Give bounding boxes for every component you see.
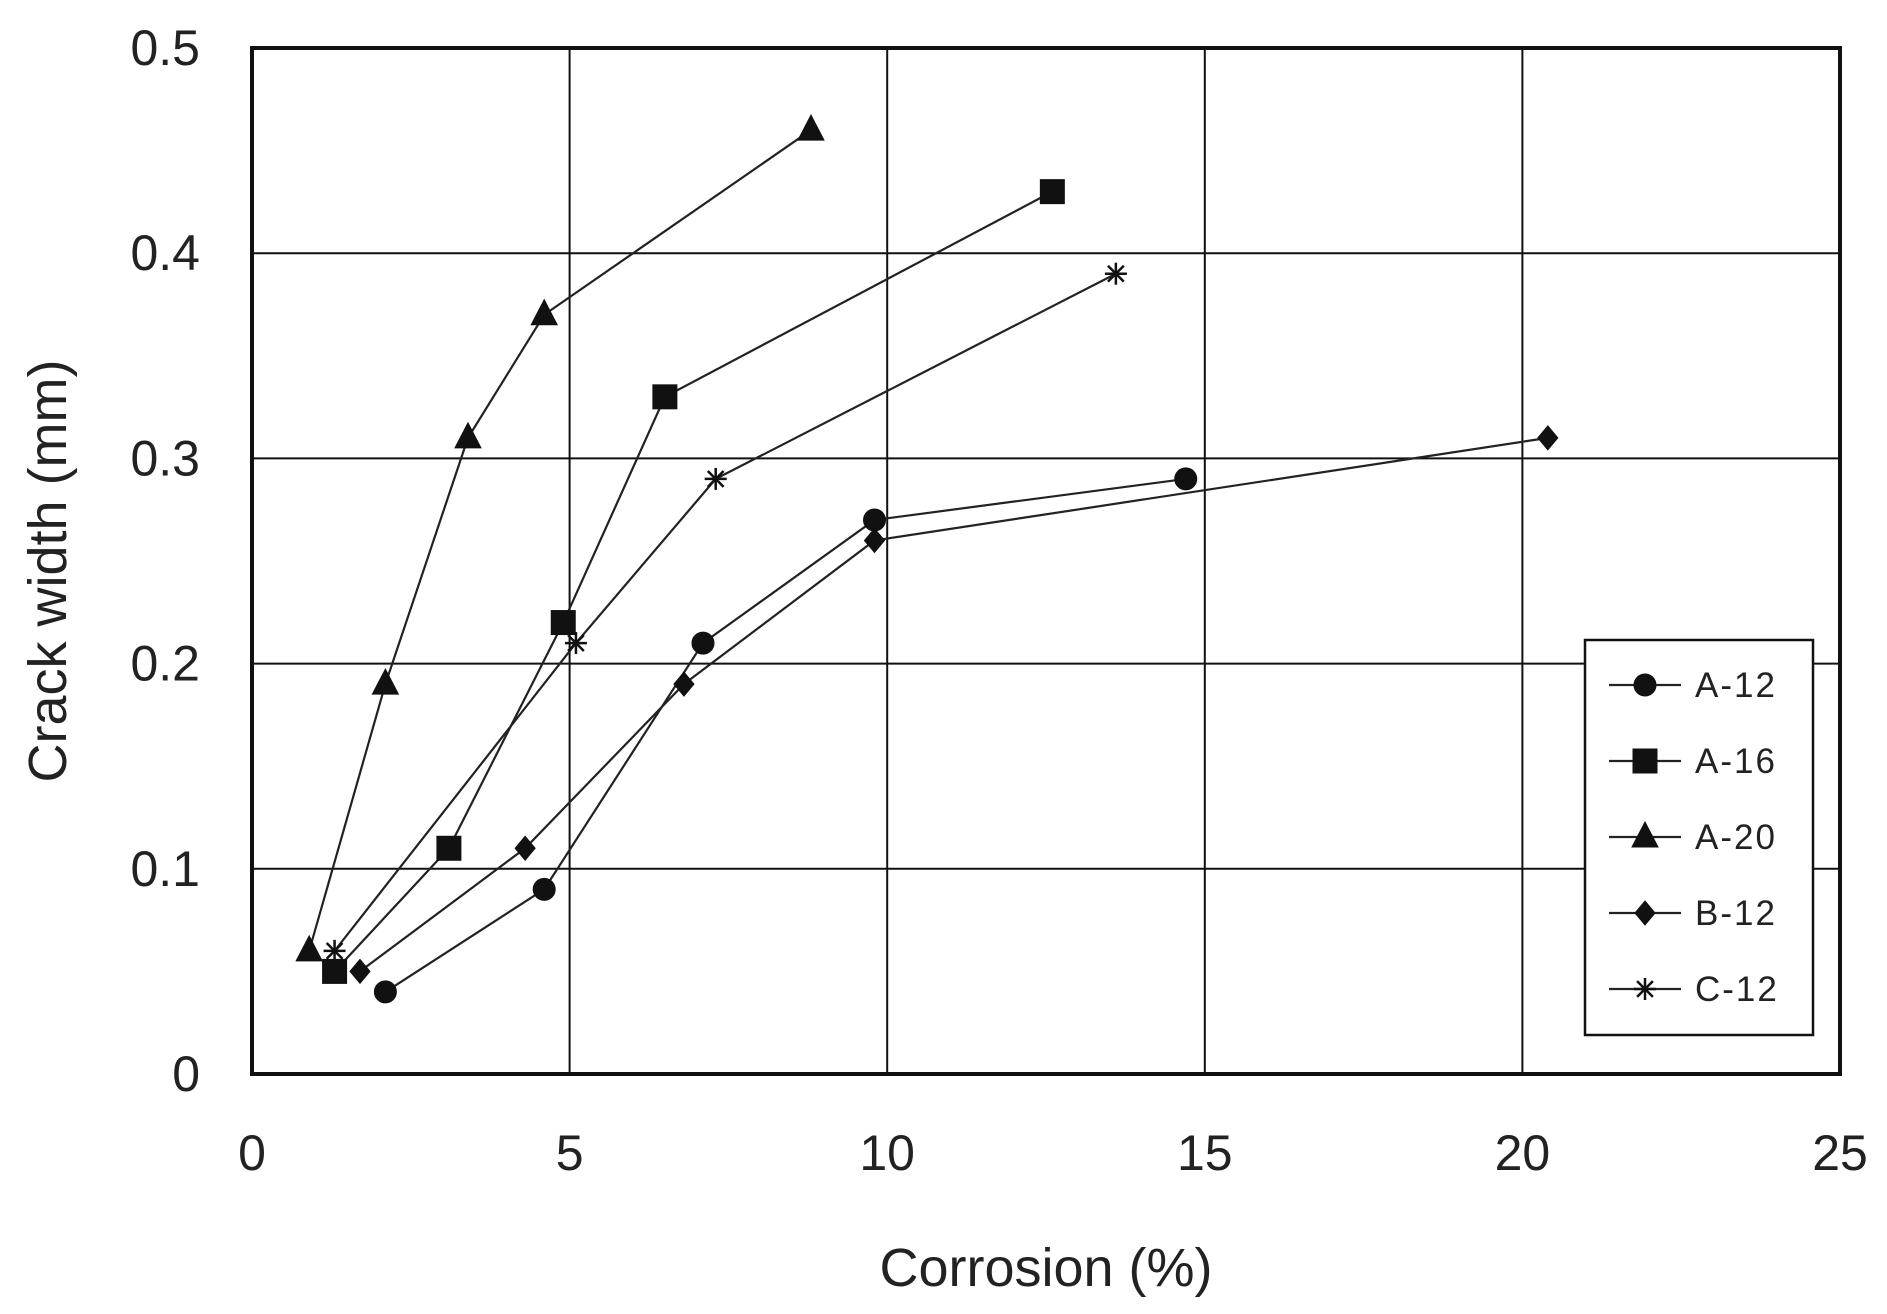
y-tick-label: 0.3 (130, 430, 200, 486)
ticks: 0 5 10 15 20 25 0 0.1 0.2 0.3 0.4 0.5 (130, 20, 1867, 1181)
grid (252, 48, 1840, 1074)
y-tick-label: 0.4 (130, 225, 200, 281)
data-point-c-12 (704, 467, 727, 490)
data-point-a-20 (454, 421, 482, 449)
series-c-12 (323, 262, 1127, 962)
data-point-a-20 (295, 934, 323, 962)
data-point-a-12 (691, 631, 715, 655)
data-point-a-12 (1174, 467, 1198, 491)
y-axis-label: Crack width (mm) (18, 359, 78, 782)
legend-marker-a-12 (1633, 673, 1657, 697)
x-tick-label: 0 (238, 1125, 266, 1181)
data-point-b-12 (514, 835, 536, 862)
legend-marker-a-20 (1631, 820, 1659, 848)
plot-frame (250, 46, 1842, 1076)
legend-marker-a-16 (1632, 748, 1658, 774)
legend-label-a-20: A-20 (1695, 818, 1777, 857)
data-point-a-12 (373, 980, 397, 1004)
x-tick-label: 25 (1812, 1125, 1868, 1181)
legend-item-c-12: C-12 (1609, 970, 1779, 1009)
legend: A-12 A-16 A-20 B-12 C-12 (1583, 638, 1815, 1037)
series-layer (295, 113, 1559, 1004)
legend-item-b-12: B-12 (1609, 894, 1777, 933)
data-point-a-20 (530, 298, 559, 326)
series-line-c-12 (333, 272, 1117, 952)
data-point-a-12 (862, 508, 886, 532)
data-point-a-16 (550, 610, 576, 636)
series-a-20 (295, 113, 825, 962)
legend-label-a-16: A-16 (1695, 742, 1777, 781)
x-tick-label: 20 (1495, 1125, 1551, 1181)
legend-marker-b-12 (1634, 900, 1656, 926)
data-point-b-12 (863, 527, 886, 554)
data-point-c-12 (1104, 262, 1127, 285)
data-point-a-16 (322, 958, 348, 984)
data-point-b-12 (1537, 425, 1559, 451)
series-b-12 (349, 425, 1559, 985)
data-point-c-12 (564, 632, 587, 655)
series-a-16 (322, 179, 1065, 984)
x-tick-label: 15 (1177, 1125, 1233, 1181)
data-point-a-16 (652, 384, 678, 410)
legend-item-a-20: A-20 (1609, 818, 1777, 857)
legend-label-a-12: A-12 (1695, 666, 1777, 705)
legend-label-c-12: C-12 (1695, 970, 1779, 1009)
data-point-c-12 (323, 939, 346, 962)
x-axis-label: Corrosion (%) (879, 1238, 1212, 1298)
y-tick-label: 0.5 (130, 20, 200, 76)
y-tick-label: 0.2 (130, 636, 200, 692)
series-a-12 (373, 467, 1198, 1004)
x-tick-label: 5 (556, 1125, 584, 1181)
legend-item-a-16: A-16 (1609, 742, 1777, 781)
data-point-b-12 (673, 671, 695, 697)
data-point-a-20 (371, 668, 400, 695)
legend-item-a-12: A-12 (1609, 666, 1777, 705)
data-point-a-16 (436, 835, 462, 861)
y-tick-label: 0.1 (130, 841, 200, 897)
data-point-b-12 (349, 958, 371, 985)
y-tick-label: 0 (172, 1046, 200, 1102)
data-point-a-20 (797, 113, 825, 141)
data-point-a-12 (532, 877, 556, 901)
data-point-a-16 (1039, 179, 1065, 205)
x-tick-label: 10 (859, 1125, 915, 1181)
legend-label-b-12: B-12 (1695, 894, 1777, 933)
legend-marker-c-12 (1634, 978, 1656, 1000)
